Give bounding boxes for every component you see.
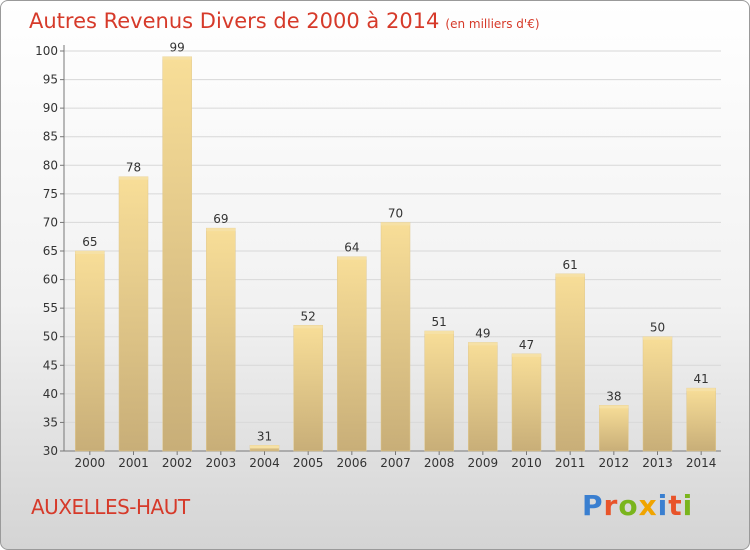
logo-letter: r bbox=[603, 489, 619, 522]
y-tick-label: 55 bbox=[43, 301, 58, 315]
bar bbox=[555, 273, 585, 452]
bar bbox=[511, 353, 542, 452]
chart-subtitle: (en milliers d'€) bbox=[445, 17, 540, 31]
bars: 65 78 99 69 31 52 64 70 51 49 47 61 38 50 41 bbox=[75, 41, 716, 452]
x-tick-label: 2009 bbox=[468, 456, 499, 470]
bar bbox=[337, 256, 367, 452]
y-tick-label: 95 bbox=[43, 73, 58, 87]
bar-cap bbox=[468, 342, 498, 346]
y-tick-label: 90 bbox=[43, 101, 58, 115]
y-tick-label: 65 bbox=[43, 244, 58, 258]
bar bbox=[162, 56, 192, 452]
bar-cap bbox=[206, 228, 236, 232]
bar-cap bbox=[381, 222, 410, 226]
bar-cap bbox=[162, 56, 192, 60]
x-tick-label: 2014 bbox=[686, 456, 717, 470]
y-tick-label: 70 bbox=[43, 215, 58, 229]
bar-value-label: 65 bbox=[82, 235, 97, 249]
x-tick-label: 2011 bbox=[555, 456, 586, 470]
x-tick-label: 2006 bbox=[337, 456, 368, 470]
bar-value-label: 70 bbox=[388, 206, 403, 220]
bar-cap bbox=[119, 176, 148, 180]
y-tick-label: 80 bbox=[43, 158, 58, 172]
bar bbox=[380, 222, 411, 452]
bar-cap bbox=[555, 273, 585, 277]
y-tick-label: 75 bbox=[43, 187, 58, 201]
y-tick-label: 35 bbox=[43, 415, 58, 429]
bar-value-label: 69 bbox=[213, 212, 228, 226]
y-tick-label: 100 bbox=[35, 44, 58, 58]
bar-value-label: 52 bbox=[301, 309, 316, 323]
logo-letter: t bbox=[668, 489, 683, 522]
bar-value-label: 38 bbox=[606, 389, 621, 403]
bar bbox=[75, 250, 105, 452]
bar-cap bbox=[337, 256, 367, 260]
bar-value-label: 49 bbox=[475, 326, 490, 340]
bar-cap bbox=[643, 336, 672, 340]
bar bbox=[599, 405, 629, 452]
y-tick-label: 50 bbox=[43, 330, 58, 344]
x-tick-label: 2000 bbox=[75, 456, 106, 470]
bar bbox=[642, 336, 673, 452]
x-tick-label: 2004 bbox=[249, 456, 280, 470]
bar-value-label: 78 bbox=[126, 161, 141, 175]
bar-cap bbox=[512, 353, 541, 357]
bar bbox=[424, 330, 454, 452]
town-name: AUXELLES-HAUT bbox=[31, 495, 190, 519]
bar-value-label: 41 bbox=[694, 372, 709, 386]
bar-value-label: 50 bbox=[650, 321, 665, 335]
bar bbox=[206, 227, 236, 452]
x-tick-label: 2002 bbox=[162, 456, 193, 470]
bar bbox=[293, 325, 323, 452]
bar-value-label: 99 bbox=[170, 41, 185, 55]
bar-cap bbox=[293, 325, 323, 329]
y-tick-label: 40 bbox=[43, 387, 58, 401]
bar-value-label: 51 bbox=[432, 315, 447, 329]
x-tick-label: 2001 bbox=[118, 456, 149, 470]
logo-letter: o bbox=[618, 489, 639, 522]
y-tick-label: 30 bbox=[43, 444, 58, 458]
bar-cap bbox=[250, 445, 279, 449]
logo-letter: x bbox=[638, 489, 658, 522]
y-tick-label: 85 bbox=[43, 130, 58, 144]
x-tick-label: 2010 bbox=[511, 456, 542, 470]
bar bbox=[468, 342, 498, 452]
bar-value-label: 47 bbox=[519, 338, 534, 352]
x-tick-label: 2003 bbox=[206, 456, 237, 470]
bar-value-label: 31 bbox=[257, 429, 272, 443]
chart-title: Autres Revenus Divers de 2000 à 2014 (en … bbox=[29, 9, 540, 33]
bar bbox=[686, 387, 716, 452]
logo-letter: P bbox=[582, 489, 604, 522]
x-tick-label: 2007 bbox=[380, 456, 411, 470]
bar-cap bbox=[75, 251, 105, 254]
proxiti-logo[interactable]: Proxiti bbox=[582, 489, 693, 522]
bar-cap bbox=[686, 388, 716, 392]
logo-letter: i bbox=[682, 489, 694, 522]
x-tick-label: 2005 bbox=[293, 456, 324, 470]
x-tick-label: 2012 bbox=[599, 456, 630, 470]
y-tick-label: 45 bbox=[43, 358, 58, 372]
x-tick-label: 2013 bbox=[642, 456, 673, 470]
bar-cap bbox=[599, 405, 629, 409]
bar bbox=[118, 176, 149, 452]
logo-letter: i bbox=[657, 489, 669, 522]
chart-title-text: Autres Revenus Divers de 2000 à 2014 bbox=[29, 9, 440, 33]
x-tick-label: 2008 bbox=[424, 456, 455, 470]
y-tick-label: 60 bbox=[43, 273, 58, 287]
bar-cap bbox=[424, 331, 454, 334]
bar-value-label: 64 bbox=[344, 241, 359, 255]
bar-value-label: 61 bbox=[563, 258, 578, 272]
